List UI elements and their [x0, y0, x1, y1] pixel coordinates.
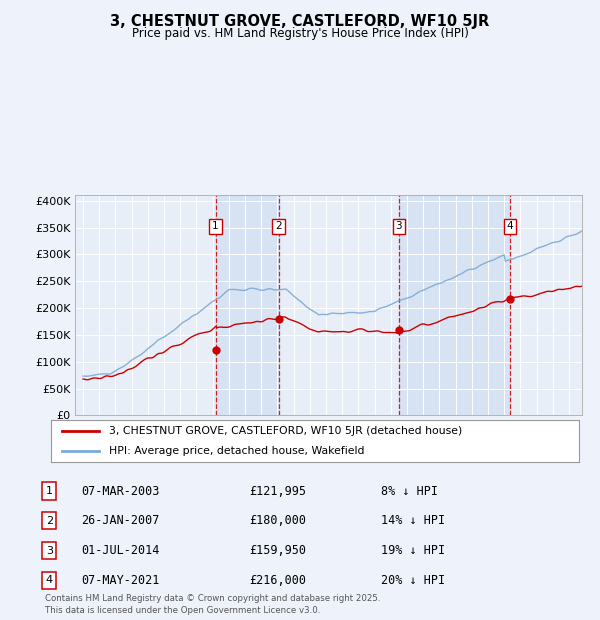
Text: £180,000: £180,000 — [249, 515, 306, 527]
Text: Contains HM Land Registry data © Crown copyright and database right 2025.
This d: Contains HM Land Registry data © Crown c… — [45, 594, 380, 615]
Text: HPI: Average price, detached house, Wakefield: HPI: Average price, detached house, Wake… — [109, 446, 365, 456]
Text: £216,000: £216,000 — [249, 574, 306, 587]
Text: 2: 2 — [46, 516, 53, 526]
Text: 19% ↓ HPI: 19% ↓ HPI — [381, 544, 445, 557]
Text: 3, CHESTNUT GROVE, CASTLEFORD, WF10 5JR: 3, CHESTNUT GROVE, CASTLEFORD, WF10 5JR — [110, 14, 490, 29]
Text: £159,950: £159,950 — [249, 544, 306, 557]
Text: £121,995: £121,995 — [249, 485, 306, 497]
Bar — [399, 195, 510, 415]
Text: 3: 3 — [46, 546, 53, 556]
Bar — [215, 195, 278, 415]
Text: 20% ↓ HPI: 20% ↓ HPI — [381, 574, 445, 587]
Text: 4: 4 — [46, 575, 53, 585]
Text: Price paid vs. HM Land Registry's House Price Index (HPI): Price paid vs. HM Land Registry's House … — [131, 27, 469, 40]
Text: 3: 3 — [395, 221, 402, 231]
Text: 8% ↓ HPI: 8% ↓ HPI — [381, 485, 438, 497]
Text: 2: 2 — [275, 221, 282, 231]
Text: 4: 4 — [506, 221, 513, 231]
Text: 1: 1 — [212, 221, 219, 231]
Text: 07-MAY-2021: 07-MAY-2021 — [81, 574, 160, 587]
Text: 1: 1 — [46, 486, 53, 496]
Text: 01-JUL-2014: 01-JUL-2014 — [81, 544, 160, 557]
Text: 14% ↓ HPI: 14% ↓ HPI — [381, 515, 445, 527]
Text: 3, CHESTNUT GROVE, CASTLEFORD, WF10 5JR (detached house): 3, CHESTNUT GROVE, CASTLEFORD, WF10 5JR … — [109, 426, 463, 436]
Text: 26-JAN-2007: 26-JAN-2007 — [81, 515, 160, 527]
Text: 07-MAR-2003: 07-MAR-2003 — [81, 485, 160, 497]
